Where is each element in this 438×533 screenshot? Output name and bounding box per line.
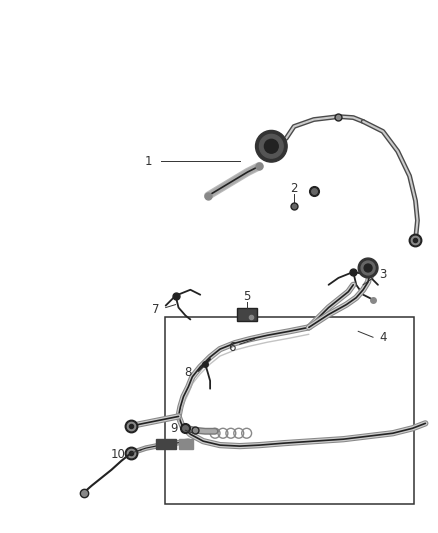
Bar [179, 439, 193, 449]
Text: 1: 1 [145, 155, 153, 167]
Text: 6: 6 [228, 341, 236, 354]
Text: 3: 3 [379, 269, 387, 281]
Bar [237, 308, 257, 321]
Bar [165, 317, 413, 504]
Circle shape [364, 264, 372, 272]
Text: 8: 8 [185, 366, 192, 379]
Text: 7: 7 [152, 303, 159, 316]
Circle shape [259, 134, 283, 158]
Text: 5: 5 [243, 290, 251, 303]
Text: 2: 2 [290, 182, 298, 195]
Text: 10: 10 [111, 448, 126, 461]
Circle shape [265, 139, 278, 153]
Circle shape [255, 131, 287, 162]
Circle shape [358, 258, 378, 278]
Bar [156, 439, 176, 449]
Circle shape [361, 261, 375, 275]
Text: 9: 9 [170, 422, 177, 435]
Text: 4: 4 [379, 331, 387, 344]
